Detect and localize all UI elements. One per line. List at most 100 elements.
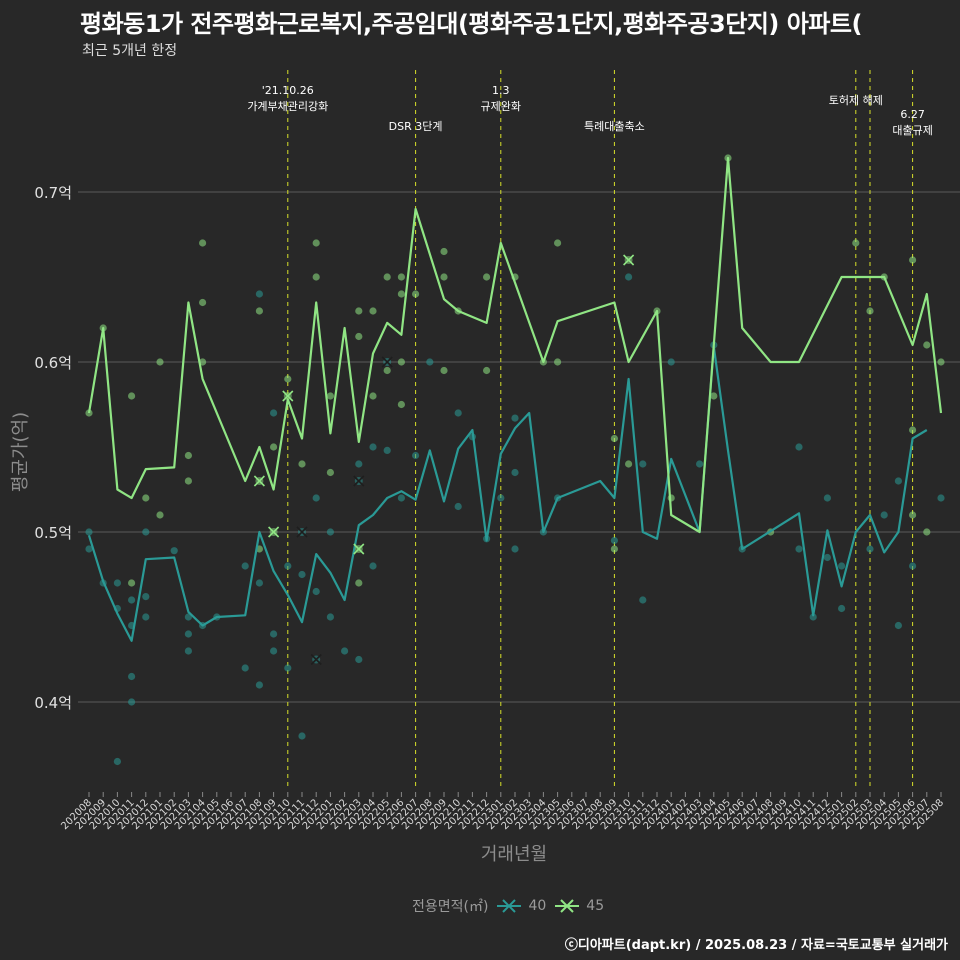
data-point-45 <box>710 392 718 400</box>
data-point-40 <box>610 536 619 545</box>
data-point-40 <box>355 460 363 468</box>
data-point-40 <box>809 613 817 621</box>
source-caption: ⓒ디아파트(dapt.kr) / 2025.08.23 / 자료=국토교통부 실… <box>564 938 948 953</box>
data-point-40 <box>397 494 405 502</box>
page-title: 평화동1가 전주평화근로복지,주공임대(평화주공1단지,평화주공3단지) 아파트… <box>80 10 862 38</box>
data-point-45 <box>128 579 136 587</box>
event-label: 6.27 <box>900 108 925 121</box>
data-point-40 <box>142 528 150 536</box>
data-point-40 <box>667 358 675 366</box>
event-label: 규제완화 <box>481 100 521 113</box>
data-point-40 <box>128 672 136 681</box>
data-point-45 <box>554 358 562 366</box>
data-point-45 <box>852 239 860 247</box>
cross-stroke <box>253 475 265 487</box>
cross-stroke <box>268 526 280 538</box>
data-point-40 <box>184 647 192 655</box>
data-point-45 <box>184 477 192 485</box>
data-point-40 <box>142 593 150 601</box>
data-point-40 <box>113 579 121 587</box>
data-point-40 <box>795 443 803 451</box>
data-point-45 <box>284 375 292 383</box>
series-lines <box>87 156 943 642</box>
data-point-45 <box>156 511 164 519</box>
data-point-45 <box>909 511 917 519</box>
data-point-45 <box>312 273 320 281</box>
cross-stroke <box>381 356 393 368</box>
event-label: DSR 3단계 <box>389 120 443 133</box>
data-point-40 <box>270 630 278 638</box>
data-point-40 <box>241 664 249 672</box>
data-point-40 <box>113 757 121 766</box>
cross-stroke <box>282 390 294 402</box>
data-point-40 <box>128 698 136 706</box>
data-point-40 <box>255 681 263 689</box>
grid-lines <box>78 191 960 703</box>
data-point-45 <box>397 273 405 281</box>
data-point-40 <box>326 613 334 621</box>
cross-stroke <box>353 475 365 487</box>
data-point-40 <box>412 451 420 460</box>
legend-swatch-40 <box>497 899 522 913</box>
data-point-40 <box>298 570 306 579</box>
data-point-40 <box>639 596 647 604</box>
data-point-40 <box>298 732 306 740</box>
data-point-40 <box>511 468 519 477</box>
data-point-45 <box>369 392 377 400</box>
legend-title: 전용면적(㎡) <box>412 899 489 915</box>
data-point-40 <box>255 290 263 298</box>
event-label: 특례대출축소 <box>584 120 645 133</box>
data-point-45 <box>199 239 207 247</box>
data-point-45 <box>128 392 136 400</box>
data-point-45 <box>326 392 334 400</box>
y-tick-label: 0.4억 <box>34 694 72 712</box>
data-point-40 <box>255 579 263 587</box>
data-point-45 <box>440 247 448 256</box>
data-point-40 <box>838 604 846 613</box>
data-point-40 <box>85 528 93 536</box>
data-point-45 <box>923 528 931 536</box>
cross-marker-45 <box>253 475 265 487</box>
event-label: 1.3 <box>492 84 510 97</box>
data-point-45 <box>937 358 945 366</box>
data-point-45 <box>397 400 405 409</box>
data-point-40 <box>241 562 249 570</box>
data-point-45 <box>554 239 562 247</box>
data-point-40 <box>142 613 150 621</box>
data-point-45 <box>440 273 448 281</box>
legend: 전용면적(㎡) 40 45 <box>412 896 604 916</box>
legend-item-45: 45 <box>554 897 604 915</box>
y-axis-label: 평균가(억) <box>10 412 31 492</box>
y-tick-label: 0.7억 <box>34 184 72 202</box>
series-line-45 <box>87 156 943 534</box>
cross-marker-40 <box>381 356 393 368</box>
data-point-40 <box>369 443 377 451</box>
data-point-40 <box>894 621 903 630</box>
data-point-45 <box>355 307 363 315</box>
legend-label-45: 45 <box>586 898 605 914</box>
data-point-45 <box>298 460 306 468</box>
data-point-45 <box>625 460 633 468</box>
data-point-45 <box>184 451 192 460</box>
cross-stroke <box>310 653 322 666</box>
data-point-45 <box>255 307 263 315</box>
cross-marker-45 <box>268 526 280 538</box>
y-tick-label: 0.5억 <box>34 524 72 542</box>
data-point-40 <box>838 562 846 570</box>
event-label: 토허제 해제 <box>829 93 883 107</box>
event-label: '21.10.26 <box>262 84 314 97</box>
data-point-45 <box>156 358 164 366</box>
data-point-45 <box>142 494 150 502</box>
data-point-45 <box>383 273 391 281</box>
cross-marker-40 <box>353 475 365 487</box>
data-point-45 <box>483 366 491 375</box>
x-axis-label: 거래년월 <box>481 844 547 865</box>
data-point-40 <box>795 545 803 553</box>
data-point-40 <box>625 273 633 281</box>
series-line-40 <box>87 345 928 642</box>
data-point-40 <box>823 494 832 502</box>
data-point-45 <box>312 239 320 247</box>
data-point-40 <box>454 409 462 417</box>
